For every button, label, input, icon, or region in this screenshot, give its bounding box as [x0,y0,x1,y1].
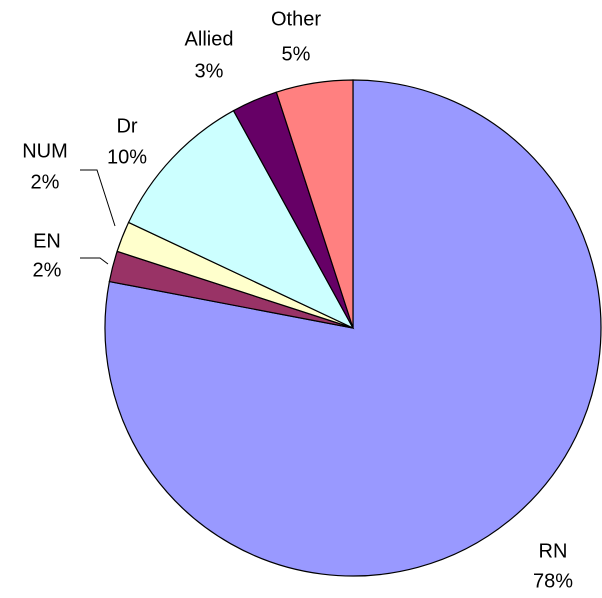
slice-label: Dr [116,115,137,137]
slice-value-label: 78% [533,570,573,592]
pie-slice [127,109,355,330]
slice-value-label: 2% [31,171,60,193]
slice-value-label: 5% [282,43,311,65]
slice-value-label: 2% [33,259,62,281]
leader-line [80,257,109,265]
slice-label: RN [539,540,568,562]
slice-value-label: 10% [107,146,147,168]
slice-value-label: 3% [195,60,224,82]
leader-line [80,169,116,227]
slice-label: NUM [22,140,68,162]
pie-slice [275,79,354,329]
slice-label: Allied [185,28,234,50]
slice-label: Other [271,8,321,30]
slice-label: EN [33,230,61,252]
